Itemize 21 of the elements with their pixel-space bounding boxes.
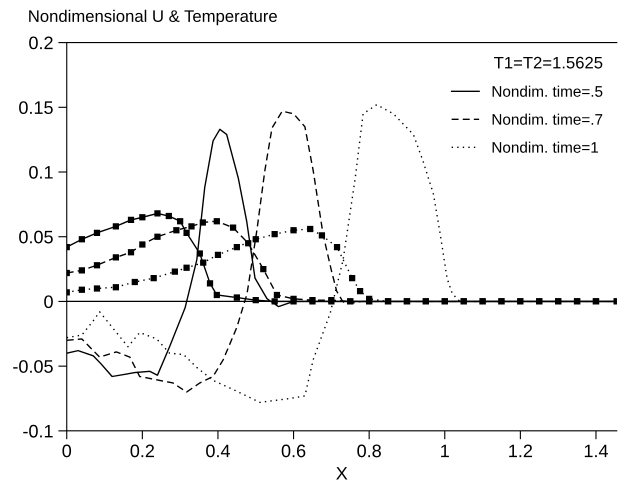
x-tick-label: 0.6 [282, 444, 306, 458]
x-tick-label: 1.2 [509, 444, 532, 458]
y-tick-label: -0.1 [23, 424, 53, 438]
y-tick-label: 0 [44, 295, 53, 308]
legend-label: Nondim. time=1 [492, 142, 598, 153]
legend-title: T1=T2=1.5625 [494, 56, 602, 69]
chart-title: Nondimensional U & Temperature [29, 10, 277, 26]
legend-label: Nondim. time=.7 [492, 114, 602, 125]
x-tick-label: 0 [62, 444, 72, 458]
x-tick-label: 1.4 [584, 444, 608, 458]
x-tick-label: 1 [441, 444, 449, 458]
y-tick-label: 0.05 [19, 230, 53, 244]
legend-label: Nondim. time=.5 [492, 86, 602, 97]
x-axis-title: X [336, 467, 348, 480]
x-tick-label: 0.2 [130, 444, 154, 458]
y-tick-label: 0.15 [19, 101, 53, 114]
y-tick-label: 0.1 [29, 166, 53, 179]
x-tick-label: 0.4 [206, 444, 230, 458]
y-tick-label: -0.05 [13, 360, 53, 373]
y-tick-label: 0.2 [29, 36, 53, 50]
x-tick-label: 0.8 [357, 444, 381, 458]
